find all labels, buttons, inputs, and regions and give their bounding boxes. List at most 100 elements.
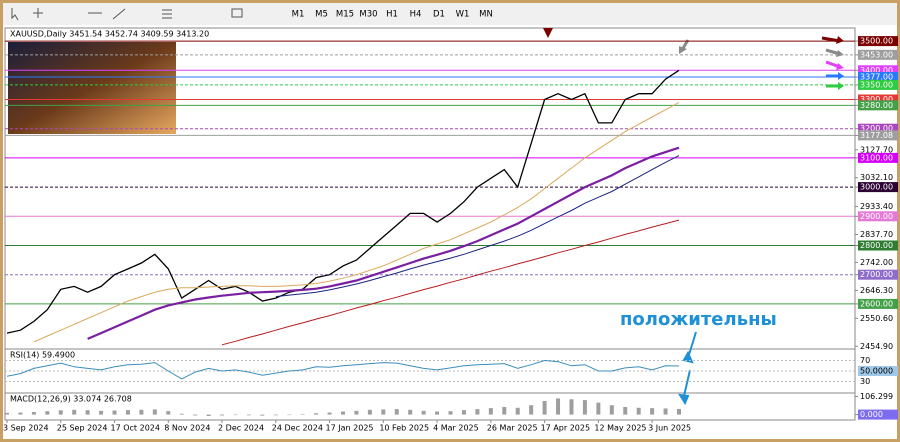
- y-tick-label: 2742.00: [860, 258, 893, 267]
- macd-bar: [45, 411, 50, 415]
- y-tick-box: [858, 130, 898, 141]
- y-tick-label: 3000.00: [860, 183, 893, 192]
- macd-bar: [569, 399, 574, 415]
- macd-bar: [421, 410, 426, 415]
- moving-average: [33, 101, 680, 343]
- y-tick-label: 3200.00: [860, 124, 893, 133]
- thumbnail: [8, 42, 176, 134]
- macd-bar: [475, 409, 480, 415]
- y-tick-label: 2700.00: [860, 270, 893, 279]
- rsi-title: RSI(14) 59.4900: [10, 351, 75, 360]
- macd-bar: [623, 406, 628, 415]
- macd-bar: [609, 405, 614, 415]
- y-tick-label: 3032.10: [860, 173, 893, 182]
- y-tick-box: [858, 211, 898, 222]
- timeframe-button[interactable]: H1: [386, 10, 398, 20]
- macd-bar: [435, 411, 440, 415]
- macd-bar: [408, 409, 413, 415]
- timeframe-button[interactable]: M5: [315, 10, 328, 20]
- macd-bar: [31, 412, 36, 415]
- price-line: [6, 69, 680, 334]
- timeframe-button[interactable]: MN: [479, 10, 493, 20]
- y-tick-label: 3453.00: [860, 50, 893, 59]
- macd-bar: [354, 410, 359, 415]
- timeframe-button[interactable]: W1: [456, 10, 470, 20]
- macd-bar: [152, 409, 157, 415]
- macd-bar: [99, 410, 104, 415]
- macd-bar: [394, 409, 399, 415]
- macd-bar: [556, 398, 561, 415]
- x-tick-label: 3 Jun 2025: [648, 424, 691, 433]
- macd-bar: [220, 414, 225, 416]
- macd-bar: [341, 411, 345, 415]
- macd-bar: [529, 405, 534, 415]
- macd-bar: [461, 410, 466, 415]
- macd-bar: [112, 410, 117, 415]
- y-tick-label: 2837.70: [860, 230, 893, 239]
- x-tick-label: 4 Mar 2025: [433, 424, 479, 433]
- macd-bar: [502, 406, 507, 415]
- macd-bar: [273, 414, 278, 416]
- macd-bar: [367, 409, 372, 415]
- timeframe-button[interactable]: D1: [433, 10, 445, 20]
- macd-bar: [18, 412, 23, 415]
- macd-bar: [650, 408, 655, 415]
- y-tick-box: [858, 366, 898, 376]
- y-tick-label: 2933.40: [860, 202, 893, 211]
- macd-bar: [58, 410, 63, 415]
- y-tick-label: 3100.00: [860, 153, 893, 162]
- x-tick-label: 17 Apr 2025: [541, 424, 590, 433]
- y-tick-label: 3300.00: [860, 95, 893, 104]
- toolbar-icons: [11, 8, 243, 21]
- moving-average: [221, 219, 680, 346]
- x-tick-label: 24 Dec 2024: [272, 424, 323, 433]
- y-tick-box: [858, 269, 898, 280]
- y-tick-box: [858, 49, 898, 60]
- macd-bar: [206, 414, 211, 416]
- timeframe-button[interactable]: M30: [359, 10, 377, 20]
- x-tick-label: 17 Oct 2024: [111, 424, 160, 433]
- macd-bar: [72, 409, 77, 415]
- x-tick-label: 12 May 2025: [594, 424, 646, 433]
- timeframe-button[interactable]: H4: [410, 10, 422, 20]
- y-tick-box: [858, 72, 898, 83]
- timeframe-button[interactable]: M15: [336, 10, 354, 20]
- macd-bar: [488, 408, 493, 415]
- x-tick-label: 3 Sep 2024: [3, 424, 49, 433]
- macd-bar: [582, 400, 587, 415]
- macd-bar: [233, 414, 238, 416]
- macd-bar: [636, 407, 641, 415]
- timeframe-button[interactable]: M1: [292, 10, 305, 20]
- y-tick-label: 2454.90: [860, 342, 893, 351]
- x-tick-label: 25 Sep 2024: [57, 424, 108, 433]
- y-tick-label: 70: [860, 356, 870, 365]
- y-tick-label: 2550.60: [860, 314, 893, 323]
- macd-bar: [677, 408, 681, 415]
- annotation-arrows: [678, 331, 697, 406]
- y-tick-label: 2600.00: [860, 299, 893, 308]
- macd-bar: [515, 407, 520, 415]
- y-tick-box: [858, 182, 898, 193]
- y-tick-label: 3400.00: [860, 66, 893, 75]
- macd-bar: [300, 414, 305, 415]
- y-tick-label: 50.0000: [860, 367, 893, 376]
- y-tick-label: 3280.00: [860, 101, 893, 110]
- macd-bar: [327, 412, 332, 415]
- y-tick-box: [858, 65, 898, 76]
- y-tick-box: [858, 100, 898, 111]
- y-tick-label: 30: [860, 377, 870, 386]
- y-tick-label: 3377.00: [860, 73, 893, 82]
- macd-bar: [314, 413, 319, 415]
- macd-bar: [193, 414, 198, 416]
- macd-bar: [85, 410, 90, 415]
- macd-bar: [287, 414, 292, 416]
- y-tick-box: [858, 94, 898, 105]
- macd-bar: [663, 408, 668, 415]
- y-tick-box: [858, 409, 898, 420]
- y-tick-label: 0.000: [860, 410, 883, 419]
- x-tick-label: 26 Mar 2025: [487, 424, 538, 433]
- macd-bar: [260, 414, 265, 416]
- macd-bar: [448, 411, 453, 415]
- y-tick-label: 2800.00: [860, 241, 893, 250]
- y-tick-label: 2646.30: [860, 286, 893, 295]
